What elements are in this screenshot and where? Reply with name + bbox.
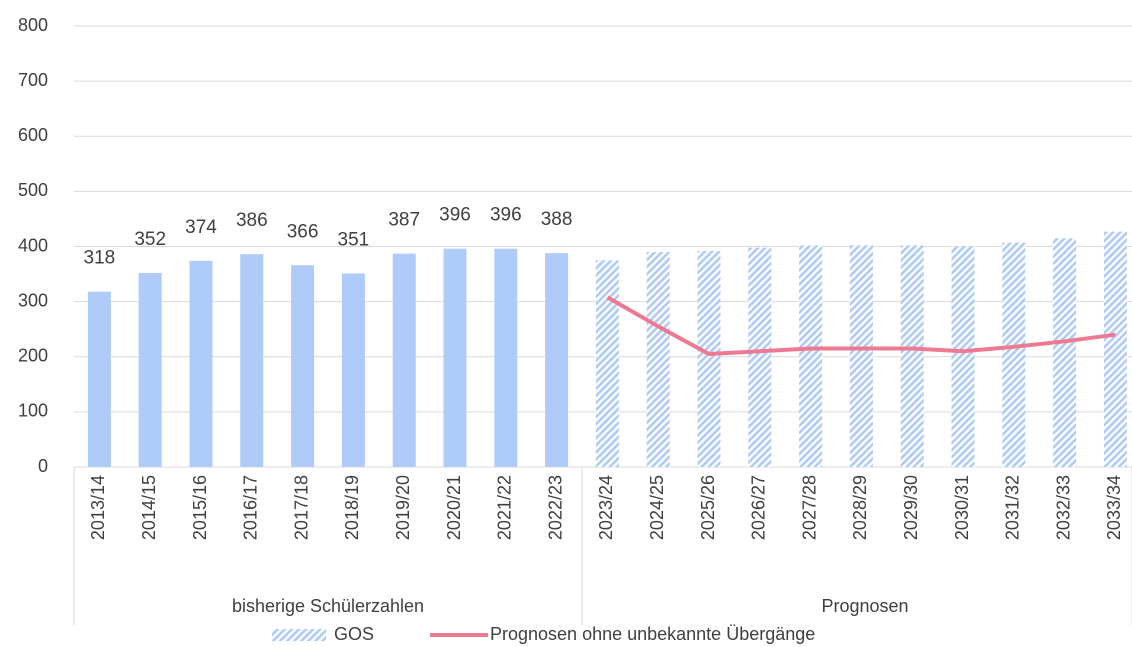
x-tick-label: 2019/20 xyxy=(393,475,413,540)
data-label: 352 xyxy=(134,229,166,250)
y-tick-label: 300 xyxy=(18,290,48,310)
x-tick-label: 2025/26 xyxy=(698,475,718,540)
bar xyxy=(291,265,315,467)
x-tick-label: 2024/25 xyxy=(647,475,667,540)
bar xyxy=(1103,231,1127,467)
bar xyxy=(545,253,569,467)
x-tick-label: 2033/34 xyxy=(1104,475,1124,540)
group-label: bisherige Schülerzahlen xyxy=(232,596,424,616)
group-label: Prognosen xyxy=(821,596,908,616)
bar xyxy=(799,245,823,467)
bar xyxy=(189,260,213,467)
x-tick-label: 2030/31 xyxy=(952,475,972,540)
bar xyxy=(951,246,975,467)
x-tick-label: 2021/22 xyxy=(495,475,515,540)
x-tick-label: 2017/18 xyxy=(291,475,311,540)
x-tick-label: 2023/24 xyxy=(596,475,616,540)
data-label: 318 xyxy=(84,248,116,269)
bar xyxy=(748,247,772,467)
bar xyxy=(1053,238,1077,467)
x-tick-label: 2028/29 xyxy=(850,475,870,540)
x-tick-label: 2014/15 xyxy=(139,475,159,540)
data-label: 396 xyxy=(439,205,471,226)
y-tick-label: 100 xyxy=(18,401,48,421)
x-tick-label: 2027/28 xyxy=(799,475,819,540)
bar xyxy=(341,273,365,467)
legend-swatch xyxy=(272,629,326,641)
bar xyxy=(392,253,416,467)
data-label: 386 xyxy=(236,210,268,231)
bar xyxy=(138,272,162,467)
y-tick-label: 200 xyxy=(18,346,48,366)
y-tick-label: 500 xyxy=(18,180,48,200)
x-tick-label: 2018/19 xyxy=(342,475,362,540)
x-tick-label: 2020/21 xyxy=(444,475,464,540)
x-tick-label: 2013/14 xyxy=(88,475,108,540)
y-tick-label: 0 xyxy=(38,456,48,476)
x-tick-label: 2031/32 xyxy=(1003,475,1023,540)
bar xyxy=(697,250,721,467)
bar xyxy=(900,245,924,467)
y-tick-label: 400 xyxy=(18,235,48,255)
y-tick-label: 700 xyxy=(18,70,48,90)
bar xyxy=(494,248,518,467)
data-label: 366 xyxy=(287,221,319,242)
data-label: 374 xyxy=(185,217,217,238)
bar xyxy=(595,260,619,467)
data-label: 351 xyxy=(338,230,370,251)
line xyxy=(606,295,1116,356)
x-tick-label: 2016/17 xyxy=(241,475,261,540)
legend-label: Prognosen ohne unbekannte Übergänge xyxy=(490,624,815,644)
y-tick-label: 800 xyxy=(18,15,48,35)
x-tick-label: 2029/30 xyxy=(901,475,921,540)
y-tick-label: 600 xyxy=(18,125,48,145)
x-tick-label: 2026/27 xyxy=(749,475,769,540)
data-label: 396 xyxy=(490,205,522,226)
bar xyxy=(87,291,111,467)
data-label: 387 xyxy=(388,210,420,231)
data-label: 388 xyxy=(541,209,573,230)
x-tick-label: 2015/16 xyxy=(190,475,210,540)
bar xyxy=(1002,242,1026,467)
bar xyxy=(849,245,873,467)
bar xyxy=(443,248,467,467)
x-tick-label: 2022/23 xyxy=(545,475,565,540)
bar xyxy=(240,254,264,467)
x-tick-label: 2032/33 xyxy=(1053,475,1073,540)
bar xyxy=(646,252,670,467)
legend-label: GOS xyxy=(334,624,374,644)
